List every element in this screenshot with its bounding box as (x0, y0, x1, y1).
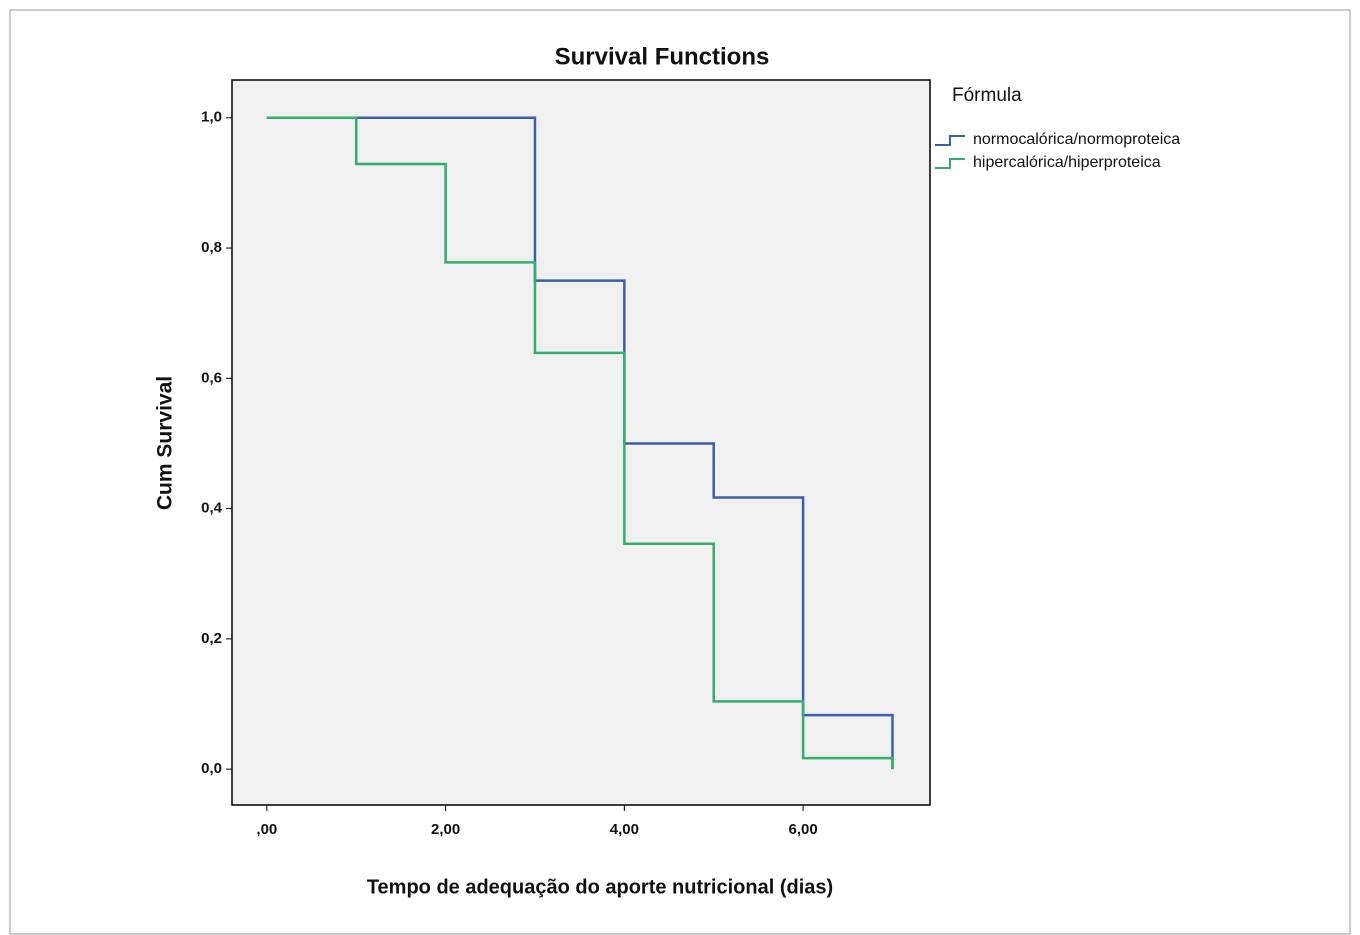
y-tick-label: 0,0 (201, 760, 222, 777)
y-axis-label: Cum Survival (154, 376, 177, 510)
legend-label: hipercalórica/hiperproteica (973, 154, 1161, 171)
x-tick-label: 2,00 (431, 821, 460, 838)
plot-area (231, 79, 931, 806)
x-tick-label: ,00 (256, 821, 277, 838)
y-tick-label: 0,8 (201, 239, 222, 256)
legend-icon (935, 135, 965, 146)
y-tick-label: 1,0 (201, 109, 222, 126)
legend-icon (935, 158, 965, 169)
chart-title: Survival Functions (555, 43, 770, 70)
y-tick-label: 0,6 (201, 369, 222, 386)
legend-label: normocalórica/normoproteica (973, 131, 1180, 148)
x-axis-label: Tempo de adequação do aporte nutricional… (367, 876, 833, 898)
x-tick-label: 4,00 (610, 821, 639, 838)
y-tick-label: 0,2 (201, 630, 222, 647)
x-tick-label: 6,00 (788, 821, 817, 838)
legend-title: Fórmula (952, 85, 1022, 106)
survival-line (266, 116, 894, 770)
y-tick-label: 0,4 (201, 500, 223, 517)
